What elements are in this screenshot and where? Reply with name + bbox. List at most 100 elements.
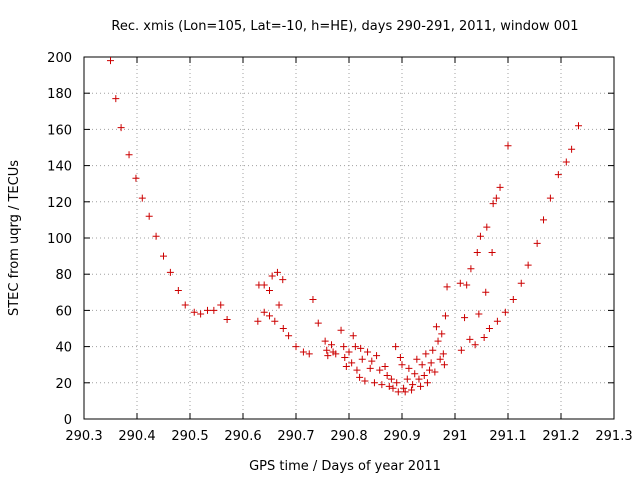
data-point [275, 301, 283, 309]
data-point [441, 312, 449, 320]
y-tick-label: 40 [55, 341, 72, 356]
y-tick-labels: 0 20 40 60 80 100 120 140 160 180 200 [47, 51, 72, 428]
data-point [271, 317, 279, 325]
data-point [485, 325, 493, 332]
data-point [482, 288, 490, 296]
data-point [351, 343, 359, 351]
data-point [475, 310, 483, 318]
data-point [554, 171, 562, 179]
y-tick-label: 60 [55, 304, 72, 319]
data-point [413, 355, 421, 363]
data-point [411, 370, 419, 378]
y-tick-label: 180 [47, 87, 72, 102]
data-point [107, 57, 114, 65]
data-point [356, 373, 364, 381]
data-point [268, 272, 276, 280]
data-point [349, 332, 357, 340]
data-point [210, 306, 218, 314]
data-point [323, 346, 331, 354]
x-tick-label: 290.6 [224, 429, 261, 444]
data-point [357, 344, 365, 352]
data-point [440, 361, 448, 369]
data-point [392, 343, 400, 351]
x-tick-label: 290.5 [171, 429, 208, 444]
data-point [368, 357, 376, 365]
data-point [476, 232, 484, 240]
data-point [152, 232, 160, 240]
grid-lines [84, 57, 614, 419]
y-axis-label: STEC from uqrg / TECUs [7, 160, 22, 316]
data-point [403, 375, 411, 383]
data-point [489, 200, 497, 208]
data-point [396, 353, 404, 361]
data-point [160, 252, 167, 260]
data-point [394, 388, 402, 396]
data-point [305, 350, 313, 358]
data-point [383, 372, 391, 380]
data-point [471, 341, 479, 349]
data-point [217, 301, 225, 309]
data-point [568, 145, 576, 153]
data-point [174, 286, 182, 294]
data-point [266, 312, 273, 320]
data-point [366, 364, 374, 372]
data-point [438, 330, 446, 338]
y-tick-label: 200 [47, 51, 72, 66]
data-point [370, 379, 378, 387]
chart-title: Rec. xmis (Lon=105, Lat=-10, h=HE), days… [111, 19, 578, 34]
y-tick-label: 0 [64, 413, 72, 428]
data-point [420, 372, 428, 380]
data-point [309, 296, 317, 304]
data-point [409, 381, 417, 389]
x-tick-labels: 290.3 290.4 290.5 290.6 290.7 290.8 290.9 291 29… [65, 429, 632, 444]
data-point [260, 281, 268, 289]
data-point [457, 346, 465, 354]
y-tick-label: 120 [47, 196, 72, 211]
x-tick-label: 291 [443, 429, 468, 444]
data-point [533, 239, 541, 247]
data-point [480, 334, 488, 342]
data-point [117, 124, 125, 132]
data-point [332, 350, 340, 358]
data-point [279, 325, 287, 332]
data-point [299, 348, 307, 356]
data-point [436, 355, 444, 363]
x-tick-label: 290.3 [65, 429, 102, 444]
data-point [408, 386, 416, 394]
data-point [434, 337, 442, 345]
data-point [393, 379, 401, 387]
data-point [223, 315, 231, 323]
data-point [266, 286, 273, 294]
data-point [483, 223, 491, 231]
data-point [509, 296, 517, 304]
data-point [341, 353, 349, 361]
data-point [427, 359, 435, 367]
data-point [138, 194, 146, 202]
data-point [405, 364, 413, 372]
data-point [314, 319, 322, 327]
y-tick-label: 20 [55, 377, 72, 392]
data-point [415, 375, 423, 383]
y-tick-label: 100 [47, 232, 72, 247]
data-point [254, 317, 262, 325]
data-point [467, 265, 475, 273]
x-tick-label: 290.7 [277, 429, 314, 444]
data-point [389, 384, 397, 392]
data-point [429, 346, 437, 354]
data-point [418, 361, 426, 369]
data-point [546, 194, 554, 202]
data-point [197, 310, 205, 318]
data-point [273, 268, 281, 276]
data-point [361, 377, 369, 385]
data-point [461, 314, 469, 322]
data-point [492, 194, 500, 202]
data-point [463, 281, 471, 289]
data-point [353, 366, 361, 374]
data-point [466, 335, 474, 343]
data-point [345, 348, 353, 356]
data-point [364, 348, 372, 356]
data-point [431, 368, 439, 376]
data-point [125, 151, 133, 159]
